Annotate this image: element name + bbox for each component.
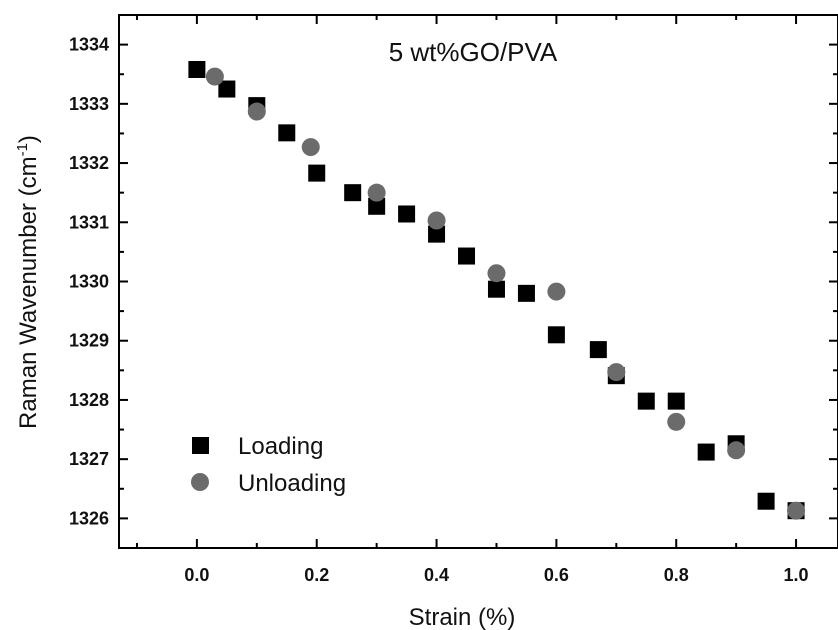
data-point-loading — [458, 247, 476, 265]
legend-marker-loading — [192, 437, 209, 454]
data-point-loading — [589, 341, 607, 359]
y-tick-label: 1330 — [69, 272, 109, 292]
x-tick-label: 1.0 — [784, 565, 809, 585]
x-tick-label: 0.6 — [544, 565, 569, 585]
data-points — [188, 60, 806, 520]
y-tick-label: 1328 — [69, 390, 109, 410]
x-tick-label: 0.0 — [184, 565, 209, 585]
data-point-unloading — [727, 441, 746, 460]
y-tick-label: 1333 — [69, 94, 109, 114]
y-tick-label: 1334 — [69, 35, 109, 55]
x-tick-labels: 0.0 0.2 0.4 0.6 0.8 1.0 — [184, 565, 808, 585]
y-axis-title-close: ) — [15, 135, 42, 143]
y-tick-label: 1327 — [69, 449, 109, 469]
data-point-loading — [667, 392, 685, 410]
data-point-unloading — [301, 138, 320, 157]
data-point-loading — [308, 164, 326, 182]
data-point-loading — [487, 280, 505, 298]
x-tick-label: 0.4 — [424, 565, 449, 585]
data-point-unloading — [487, 264, 506, 283]
y-tick-label: 1326 — [69, 508, 109, 528]
data-point-unloading — [367, 183, 386, 202]
plot-frame — [118, 14, 838, 549]
data-point-unloading — [787, 501, 806, 520]
data-point-loading — [398, 205, 416, 223]
data-point-loading — [757, 492, 775, 510]
y-tick-labels: 1326 1327 1328 1329 1330 1331 1332 1333 1334 — [69, 35, 109, 529]
data-point-unloading — [607, 363, 626, 382]
x-tick-label: 0.2 — [304, 565, 329, 585]
legend-label-loading: Loading — [238, 433, 323, 460]
legend-label-unloading: Unloading — [238, 470, 346, 497]
data-point-loading — [278, 124, 296, 142]
data-point-loading — [637, 392, 655, 410]
y-axis-title: Raman Wavenumber (cm-1) — [14, 135, 42, 429]
x-tick-label: 0.8 — [664, 565, 689, 585]
x-axis-title: Strain (%) — [409, 604, 516, 630]
data-point-unloading — [427, 211, 446, 230]
y-axis-title-main: Raman Wavenumber (cm — [15, 156, 42, 429]
data-point-unloading — [205, 67, 224, 86]
chart-title: 5 wt%GO/PVA — [389, 37, 558, 67]
y-tick-label: 1329 — [69, 331, 109, 351]
data-point-loading — [188, 60, 206, 78]
legend: Loading Unloading — [191, 433, 346, 497]
legend-marker-unloading — [191, 473, 209, 491]
data-point-loading — [368, 197, 386, 215]
data-point-unloading — [247, 102, 266, 121]
y-tick-label: 1332 — [69, 153, 109, 173]
data-point-loading — [344, 184, 362, 202]
y-tick-label: 1331 — [69, 212, 109, 232]
y-axis-title-sup: -1 — [14, 143, 31, 156]
ticks-layer — [119, 15, 838, 548]
data-point-loading — [697, 443, 715, 461]
data-point-loading — [517, 284, 535, 302]
data-point-loading — [428, 225, 446, 243]
data-point-loading — [218, 80, 236, 98]
data-point-unloading — [547, 282, 566, 301]
data-point-loading — [547, 326, 565, 344]
data-point-unloading — [667, 412, 686, 431]
